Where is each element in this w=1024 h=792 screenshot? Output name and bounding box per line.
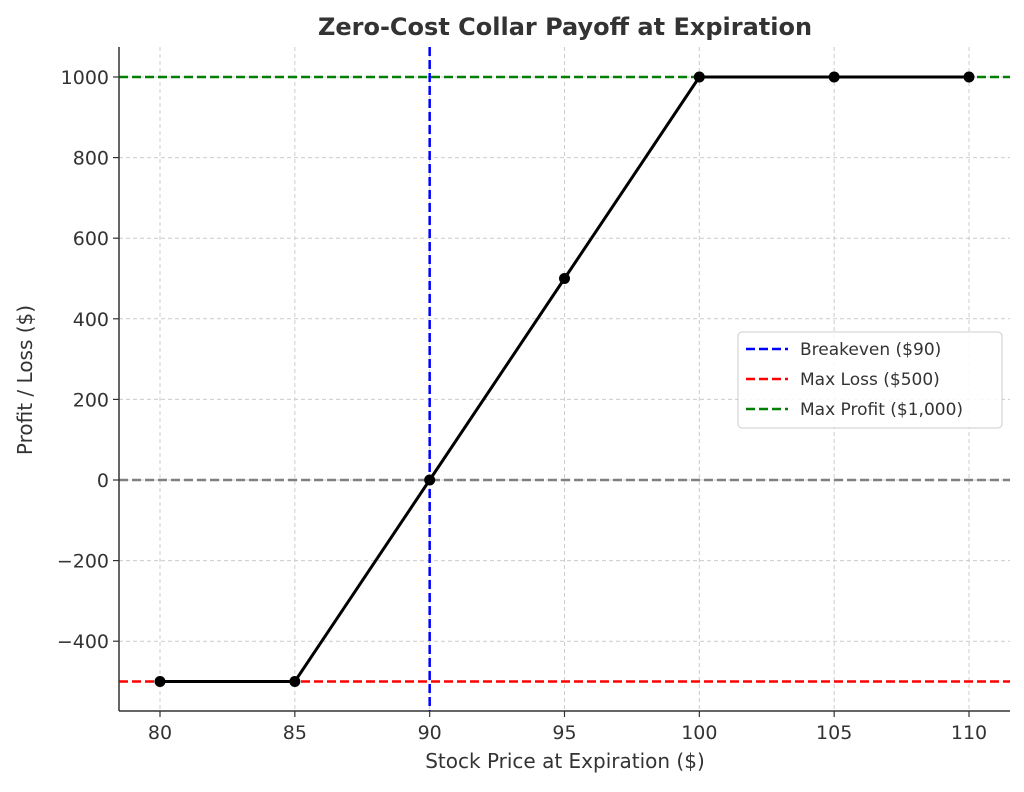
x-tick-label: 110 (951, 722, 987, 744)
legend-label: Max Profit ($1,000) (800, 400, 963, 420)
y-tick-label: 400 (73, 309, 109, 331)
y-axis-ticks: −400 −200 0 200 400 600 800 1000 (57, 67, 119, 653)
data-point-marker (559, 273, 570, 284)
x-tick-label: 90 (418, 722, 442, 744)
legend-label: Max Loss ($500) (800, 370, 940, 390)
legend-box (737, 331, 1003, 429)
y-tick-label: −200 (57, 551, 109, 573)
legend-label: Breakeven ($90) (800, 340, 941, 360)
chart-title: Zero-Cost Collar Payoff at Expiration (318, 13, 812, 41)
x-tick-label: 85 (283, 722, 307, 744)
x-tick-label: 105 (816, 722, 852, 744)
data-point-marker (154, 676, 166, 687)
x-tick-label: 95 (552, 722, 576, 744)
y-tick-label: 800 (73, 148, 109, 170)
x-axis-ticks: 80 85 90 95 100 105 110 (148, 711, 987, 744)
data-point-marker (828, 71, 840, 83)
y-axis-label: Profit / Loss ($) (13, 305, 37, 455)
data-point-marker (424, 474, 436, 486)
y-tick-label: −400 (57, 631, 109, 653)
data-point-marker (963, 71, 975, 83)
y-tick-label: 0 (97, 470, 109, 492)
payoff-series (154, 71, 975, 687)
y-tick-label: 200 (73, 389, 109, 411)
x-tick-label: 100 (681, 722, 717, 744)
x-axis-label: Stock Price at Expiration ($) (425, 749, 705, 773)
data-point-marker (693, 71, 705, 83)
legend: Breakeven ($90) Max Loss ($500) Max Profit… (737, 331, 1003, 429)
data-point-marker (289, 676, 301, 687)
y-tick-label: 1000 (61, 67, 109, 89)
x-tick-label: 80 (148, 722, 172, 744)
y-tick-label: 600 (73, 228, 109, 250)
